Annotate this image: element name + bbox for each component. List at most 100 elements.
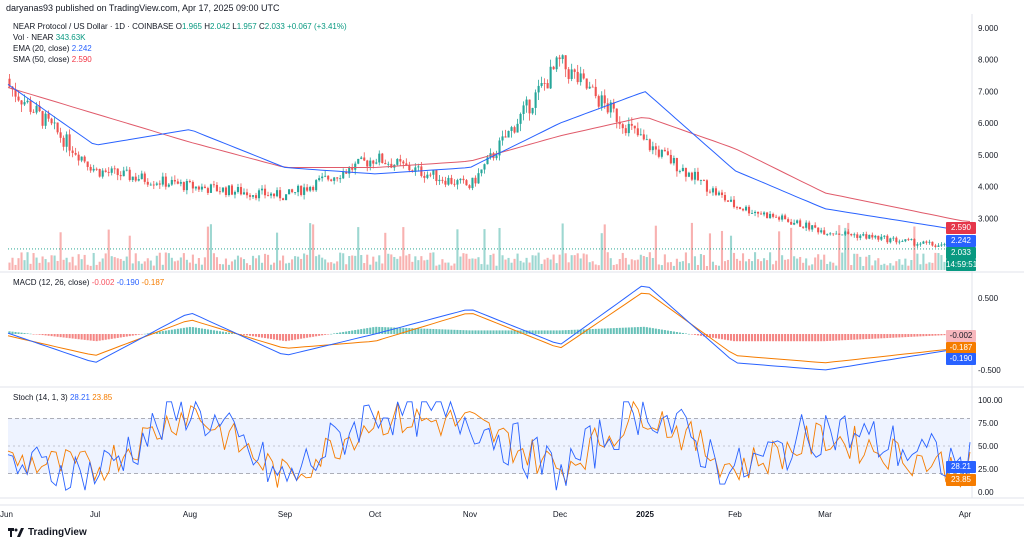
volume-bar [528,262,531,270]
macd-histogram-bar [474,330,477,334]
volume-bar [534,255,537,270]
volume-bar [766,260,769,270]
symbol-title[interactable]: NEAR Protocol / US Dollar · 1D · COINBAS… [13,22,174,31]
candle-body [931,241,934,246]
macd-histogram-bar [218,331,221,334]
candle-body [345,171,348,174]
volume-bar [68,262,71,270]
volume-bar [747,258,751,270]
macd-histogram-bar [65,334,68,338]
macd-histogram-bar [501,330,504,334]
volume-bar [369,264,372,270]
volume-bar [531,255,534,270]
candle-body [236,187,240,192]
volume-bar [501,255,504,270]
volume-bar [892,265,895,270]
macd-histogram-bar [161,331,164,334]
volume-bar [720,230,724,270]
candle-body [462,178,465,181]
macd-histogram-bar [847,334,850,340]
candle-body [594,86,597,97]
candle-body [339,178,342,180]
countdown-badge: 14:59:51 [946,259,978,271]
macd-histogram-bar [681,332,684,334]
macd-histogram-bar [573,329,576,334]
macd-histogram-bar [898,334,901,338]
macd-histogram-bar [113,334,116,339]
volume-bar [552,254,555,270]
volume-bar [711,261,715,270]
volume-bar [579,258,582,270]
macd-axis-tick: 0.500 [978,294,999,303]
stoch-legend[interactable]: Stoch (14, 1, 3) 28.21 23.85 [13,392,112,403]
volume-bar [778,231,781,270]
tradingview-logo-icon [8,528,24,537]
candle-body [865,234,868,239]
macd-legend[interactable]: MACD (12, 26, close) -0.002 -0.190 -0.18… [13,277,164,288]
macd-histogram-bar [357,329,360,334]
macd-histogram-bar [260,334,264,338]
volume-bar [468,258,471,270]
volume-bar [438,264,441,270]
volume-bar [621,252,624,270]
macd-histogram-bar [784,334,787,342]
candle-body [276,190,279,197]
macd-histogram-bar [56,334,59,337]
candle-body [534,92,537,108]
macd-histogram-bar [224,332,228,334]
macd-histogram-bar [754,334,757,342]
volume-bar [215,257,218,270]
candle-body [378,153,381,163]
volume-bar [928,262,931,270]
candle-body [375,162,378,164]
macd-histogram-bar [787,334,790,342]
candle-body [817,227,820,233]
volume-bar [639,254,642,270]
sma-price-badge: 2.590 [946,222,976,234]
ema-legend[interactable]: EMA (20, close) 2.242 [13,43,92,54]
macd-histogram-bar [868,334,871,339]
candle-body [838,233,841,235]
candle-body [687,172,690,177]
candle-body [603,95,606,104]
candle-body [417,166,420,168]
candle-body [844,231,847,235]
candle-body [811,225,814,230]
candle-body [880,236,883,240]
candle-body [303,187,306,195]
candle-body [639,134,642,136]
macd-histogram-bar [910,334,913,337]
macd-histogram-bar [456,329,459,334]
macd-histogram-bar [399,327,402,334]
volume-bar [348,256,351,270]
macd-histogram-bar [561,330,564,334]
time-axis-label: Aug [183,510,197,519]
candle-body [149,184,152,186]
sma-legend[interactable]: SMA (50, close) 2.590 [13,54,92,65]
price-axis-tick: 7.000 [978,87,999,96]
macd-histogram-bar [567,330,570,334]
volume-bar [859,256,862,270]
macd-line [7,285,971,371]
footer[interactable]: TradingView [8,527,87,538]
volume-bar [663,254,666,270]
candle-body [465,180,468,186]
macd-histogram-bar [922,334,925,337]
macd-histogram-bar [606,328,609,334]
change-value: +0.067 (+3.41%) [287,22,347,31]
volume-legend[interactable]: Vol · NEAR 343.63K [13,32,86,43]
volume-bar [185,259,188,270]
volume-bar [612,264,615,270]
candle-body [612,102,615,109]
candle-body [224,187,228,196]
volume-bar [74,265,77,270]
macd-histogram-bar [841,334,844,341]
macd-histogram-bar [321,334,324,336]
volume-bar [510,262,513,270]
candle-body [266,195,270,197]
candle-body [627,123,630,134]
macd-histogram-bar [423,328,426,334]
candle-body [796,220,799,223]
candle-body [835,233,838,235]
